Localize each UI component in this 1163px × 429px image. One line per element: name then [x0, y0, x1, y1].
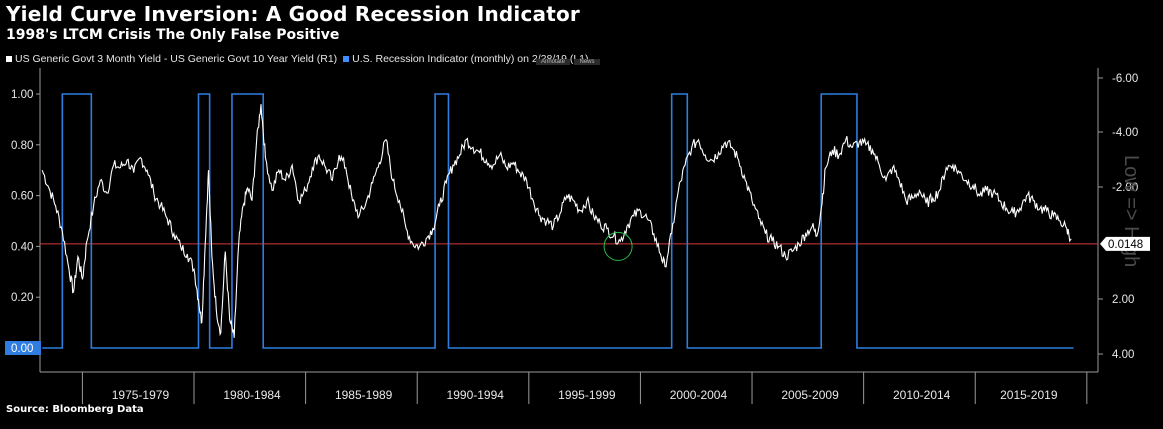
annotate-button[interactable]: Annotate: [536, 59, 571, 65]
right-tick-label: 4.00: [1112, 349, 1134, 361]
x-category-label: 1995-1999: [558, 388, 616, 402]
left-tick-label: 1.00: [11, 89, 33, 101]
yield-spread-line: [41, 104, 1072, 338]
chart-menu: Annotate News: [536, 50, 600, 68]
current-value-label: 0.0148: [1108, 239, 1143, 251]
x-category-label: 1975-1979: [112, 388, 170, 402]
legend-swatch-yield-spread: [6, 56, 12, 62]
chart-title: Yield Curve Inversion: A Good Recession …: [6, 2, 580, 26]
recession-indicator-line: [42, 93, 1074, 349]
right-tick-label: -6.00: [1112, 73, 1138, 85]
left-axis-current-label: 0.00: [11, 343, 33, 355]
legend-item-yield-spread[interactable]: US Generic Govt 3 Month Yield - US Gener…: [6, 53, 337, 65]
legend-swatch-recession: [343, 56, 350, 62]
legend-item-recession[interactable]: U.S. Recession Indicator (monthly) on 2/…: [343, 53, 589, 65]
left-axis-current-tag: [5, 341, 41, 355]
x-category-label: 1990-1994: [447, 388, 505, 402]
source-note: Source: Bloomberg Data: [6, 404, 144, 415]
x-category-label: 2005-2009: [781, 388, 839, 402]
right-tick-label: 2.00: [1112, 294, 1134, 306]
news-button[interactable]: News: [574, 59, 600, 65]
current-value-tag: [1100, 236, 1150, 251]
right-tick-label: -4.00: [1112, 127, 1138, 139]
x-category-label: 2000-2004: [670, 388, 728, 402]
legend-label-recession: U.S. Recession Indicator (monthly) on 2/…: [352, 53, 589, 65]
x-category-label: 2015-2019: [1000, 388, 1058, 402]
left-tick-label: 0.20: [11, 292, 33, 304]
right-tick-label: -2.00: [1112, 182, 1138, 194]
left-tick-label: 0.60: [11, 191, 33, 203]
chart-subtitle: 1998's LTCM Crisis The Only False Positi…: [6, 27, 340, 43]
left-tick-label: 0.80: [11, 140, 33, 152]
x-category-label: 1980-1984: [223, 388, 281, 402]
x-category-label: 1985-1989: [335, 388, 393, 402]
legend-label-yield-spread: US Generic Govt 3 Month Yield - US Gener…: [15, 53, 338, 65]
annotation-circle: [603, 231, 633, 261]
legend: US Generic Govt 3 Month Yield - US Gener…: [6, 53, 595, 65]
x-category-label: 2010-2014: [893, 388, 951, 402]
left-tick-label: 0.40: [11, 241, 33, 253]
